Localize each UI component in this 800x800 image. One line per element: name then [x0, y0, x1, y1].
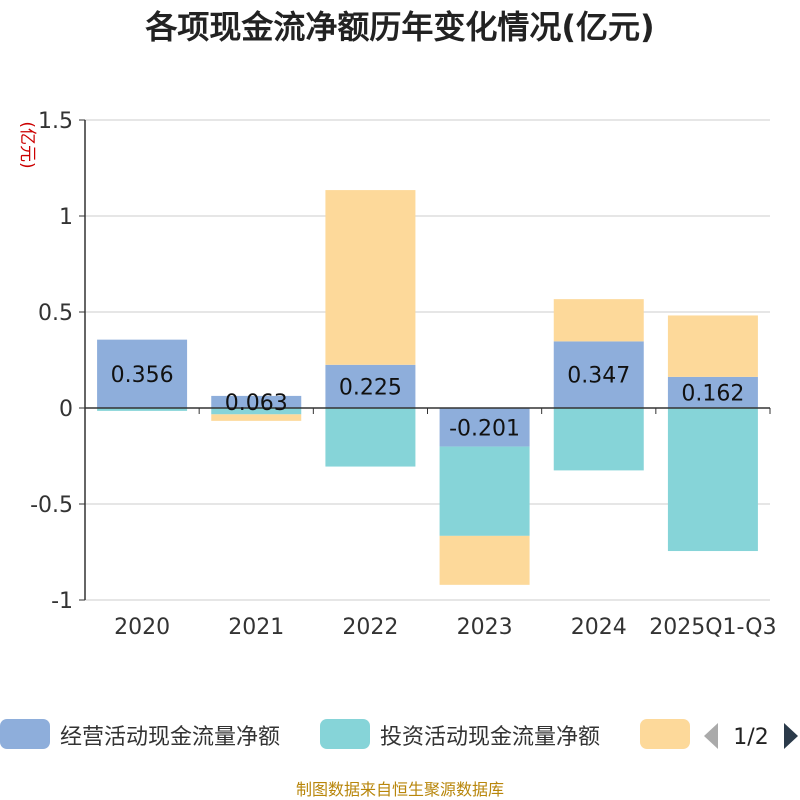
legend-pager[interactable]: 1/2 — [704, 723, 798, 750]
prev-page-icon[interactable] — [704, 723, 718, 749]
legend-item-3[interactable] — [640, 719, 690, 749]
bar-series-2[interactable] — [667, 408, 758, 552]
x-tick-label: 2025Q1-Q3 — [649, 615, 776, 640]
bar-series-1[interactable] — [667, 376, 758, 408]
bar-series-2[interactable] — [211, 408, 302, 415]
y-tick-label: 1 — [59, 205, 73, 230]
data-label: 0.356 — [111, 363, 174, 388]
legend: 经营活动现金流量净额 投资活动现金流量净额 — [0, 719, 690, 750]
bar-series-2[interactable] — [439, 446, 530, 536]
y-tick-label: 0.5 — [38, 301, 73, 326]
x-tick-label: 2020 — [114, 615, 170, 640]
x-tick-label: 2021 — [228, 615, 284, 640]
x-tick-label: 2022 — [342, 615, 398, 640]
bar-series-1[interactable] — [553, 341, 644, 408]
data-label: -0.201 — [449, 416, 520, 441]
legend-item-1[interactable]: 经营活动现金流量净额 — [0, 719, 280, 750]
axes: 2020 2021 2022 2023 2024 2025Q1-Q3 — [84, 120, 777, 640]
y-tick-label: 0 — [59, 397, 73, 422]
data-label: 0.162 — [681, 381, 744, 406]
y-tick-label: -0.5 — [30, 493, 73, 518]
bar-series-1[interactable] — [325, 364, 416, 408]
next-page-icon[interactable] — [784, 723, 798, 749]
x-tick-label: 2023 — [457, 615, 513, 640]
data-label: 0.347 — [567, 364, 630, 389]
x-tick-label: 2024 — [571, 615, 627, 640]
legend-item-2[interactable]: 投资活动现金流量净额 — [320, 719, 600, 750]
bar-series-3[interactable] — [325, 190, 416, 365]
y-tick-label: 1.5 — [38, 109, 73, 134]
legend-label: 投资活动现金流量净额 — [380, 725, 600, 750]
legend-swatch — [0, 719, 50, 749]
data-label: 0.063 — [225, 391, 288, 416]
bar-series-1[interactable] — [211, 395, 302, 408]
page-indicator: 1/2 — [733, 725, 768, 750]
legend-swatch — [640, 719, 690, 749]
bar-series-1[interactable] — [97, 339, 188, 408]
bar-series-2[interactable] — [97, 408, 188, 411]
bars — [97, 190, 758, 585]
bar-series-1[interactable] — [439, 408, 530, 447]
bar-series-3[interactable] — [667, 315, 758, 377]
legend-swatch — [320, 719, 370, 749]
bar-series-3[interactable] — [439, 535, 530, 585]
legend-label: 经营活动现金流量净额 — [60, 725, 280, 750]
data-label: 0.225 — [339, 375, 402, 400]
value-labels: 0.356 0.063 0.225 -0.201 0.347 0.162 — [111, 363, 745, 441]
bar-series-2[interactable] — [325, 408, 416, 467]
unit-label: (亿元) — [17, 121, 37, 168]
y-tick-label: -1 — [51, 589, 73, 614]
source-note: 制图数据来自恒生聚源数据库 — [296, 780, 504, 799]
chart-title: 各项现金流净额历年变化情况(亿元) — [145, 8, 654, 46]
bar-series-3[interactable] — [553, 299, 644, 342]
bar-series-3[interactable] — [211, 414, 302, 421]
bar-series-2[interactable] — [553, 408, 644, 471]
